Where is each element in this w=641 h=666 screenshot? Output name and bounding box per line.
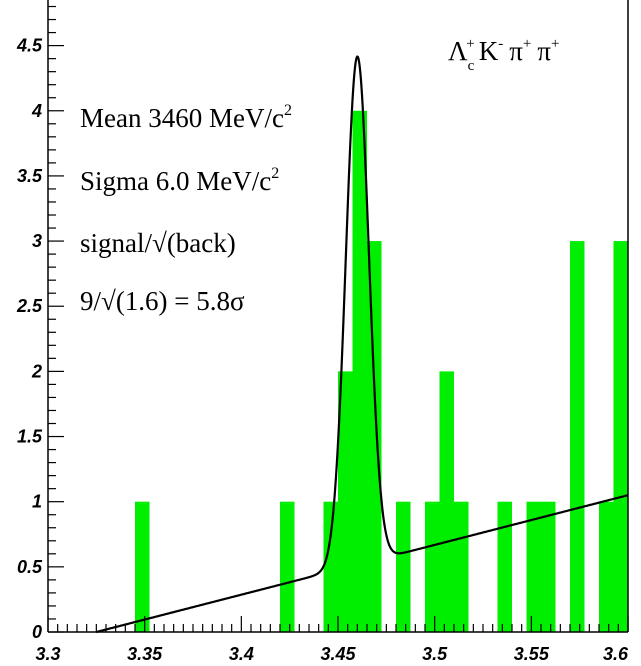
y-tick-label: 3 bbox=[32, 231, 42, 251]
y-tick-label: 0.5 bbox=[17, 557, 43, 577]
histogram-bar bbox=[541, 501, 556, 632]
histogram-bar bbox=[323, 501, 338, 632]
y-tick-label: 1 bbox=[32, 492, 42, 512]
fit-curve bbox=[96, 55, 629, 634]
x-axis-ticks: 3.3 3.35 3.4 3.45 3.5 3.55 3.6 bbox=[35, 616, 629, 664]
significance-label: 9/√(1.6) = 5.8σ bbox=[80, 286, 245, 316]
y-tick-label: 3.5 bbox=[17, 166, 43, 186]
histogram-bars bbox=[135, 110, 628, 633]
histogram-bar bbox=[613, 241, 628, 633]
histogram-bar bbox=[135, 501, 150, 632]
x-tick-label: 3.6 bbox=[603, 644, 629, 664]
histogram-bar bbox=[338, 371, 353, 632]
x-tick-label: 3.4 bbox=[229, 644, 254, 664]
histogram-bar bbox=[497, 501, 512, 632]
y-tick-label: 2.5 bbox=[16, 296, 43, 316]
sigma-label: Sigma 6.0 MeV/c2 bbox=[80, 165, 279, 196]
mean-label: Mean 3460 MeV/c2 bbox=[80, 102, 292, 133]
histogram-bar bbox=[280, 501, 295, 632]
histogram-bar bbox=[396, 501, 411, 632]
y-tick-label: 4.5 bbox=[16, 36, 43, 56]
x-tick-label: 3.35 bbox=[127, 644, 163, 664]
histogram-bar bbox=[439, 371, 454, 632]
channel-label: Λc+ K-π+ π+ bbox=[448, 36, 559, 74]
y-tick-label: 2 bbox=[31, 361, 42, 381]
histogram-bar bbox=[526, 501, 541, 632]
x-tick-label: 3.5 bbox=[422, 644, 448, 664]
ratio-label: signal/√(back) bbox=[80, 228, 236, 258]
histogram-bar bbox=[599, 501, 614, 632]
histogram-bar bbox=[454, 501, 469, 632]
x-tick-label: 3.55 bbox=[514, 644, 550, 664]
y-tick-label: 1.5 bbox=[17, 427, 43, 447]
histogram-bar bbox=[352, 110, 367, 633]
histogram-bar bbox=[425, 501, 440, 632]
x-tick-label: 3.3 bbox=[35, 644, 60, 664]
x-tick-label: 3.45 bbox=[320, 644, 356, 664]
histogram-bar bbox=[367, 241, 382, 633]
histogram-bar bbox=[570, 241, 585, 633]
y-tick-label: 4 bbox=[31, 101, 42, 121]
y-tick-label: 0 bbox=[32, 622, 42, 642]
y-axis-ticks: 0 0.5 1 1.5 2 2.5 3 3.5 4 4.5 bbox=[16, 5, 64, 642]
